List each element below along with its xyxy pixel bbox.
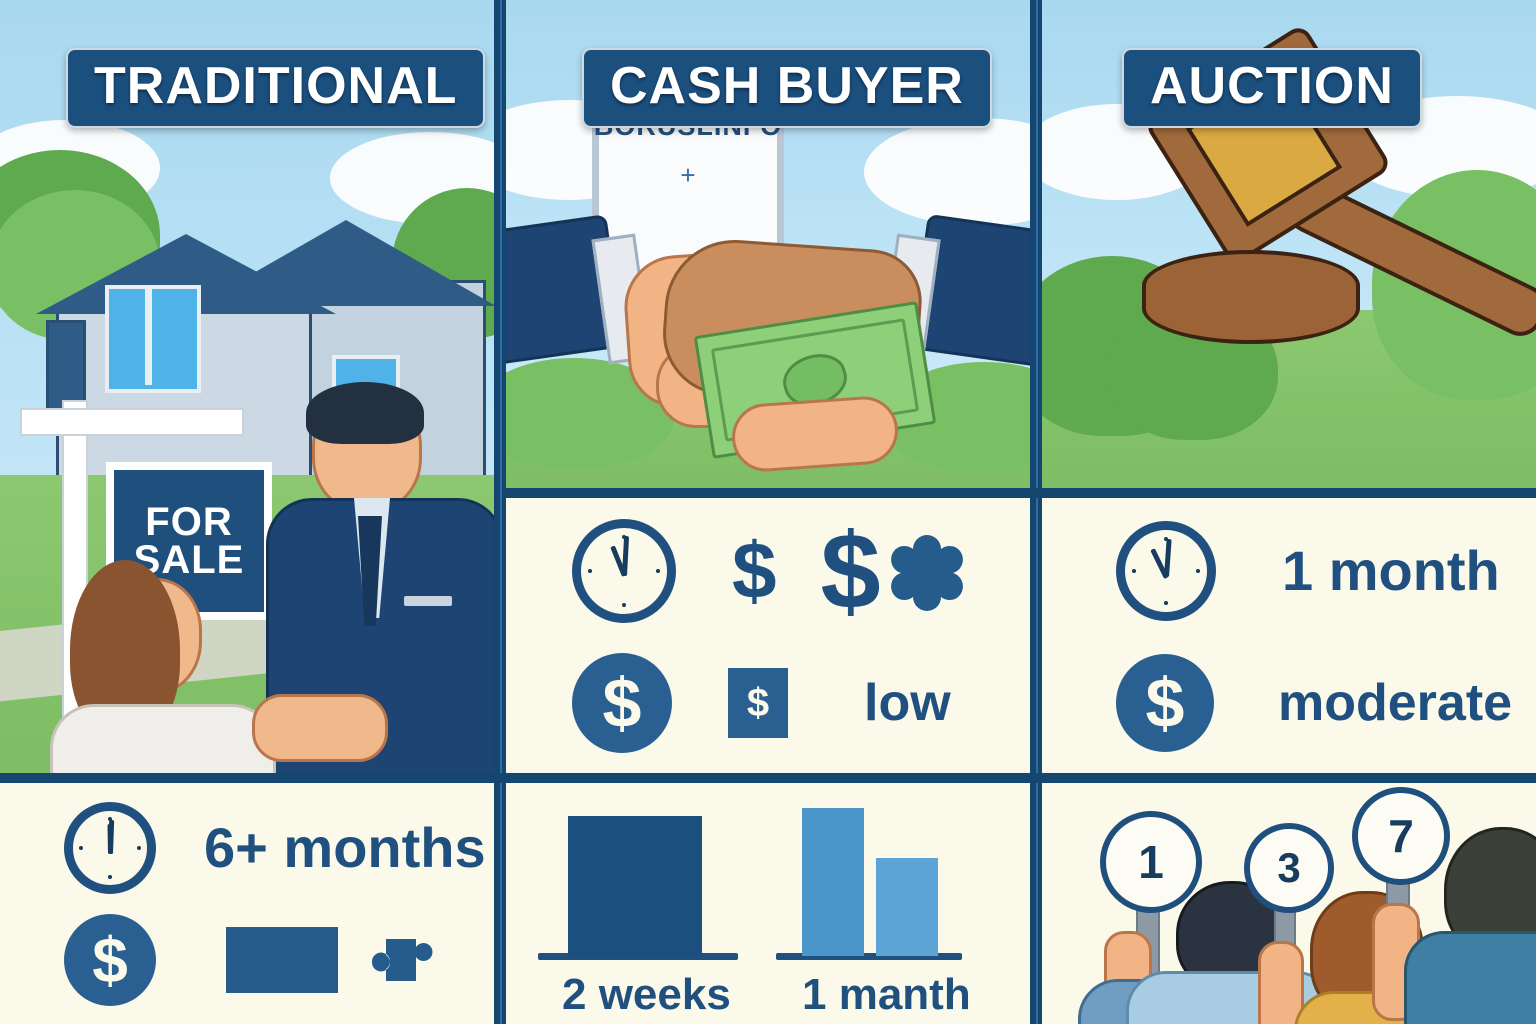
column-header-auction: AUCTION: [1122, 48, 1422, 128]
paddle-number: 3: [1244, 823, 1334, 913]
column-divider-highlight: [500, 0, 502, 1024]
puzzle-piece-icon: [364, 925, 444, 995]
dollar-circle-icon: $: [572, 652, 672, 753]
client-figure: [50, 560, 286, 775]
column-header-traditional-label: TRADITIONAL: [94, 57, 458, 115]
house-window: [105, 285, 201, 393]
agent-hair: [306, 382, 424, 444]
bidder-paddle: 7: [1352, 787, 1450, 969]
bidder-body: [1404, 931, 1536, 1024]
dollar-sign-icon: $: [732, 525, 777, 615]
stat-cost-label: low: [864, 673, 951, 732]
column-divider-highlight: [1036, 0, 1038, 1024]
chart-bar: [568, 816, 702, 956]
panel-auction-stats: 1 month $ moderate: [1042, 498, 1536, 775]
bidder-arm: [1258, 941, 1304, 1024]
dollar-circle-icon: $: [1116, 653, 1214, 752]
blue-rect-icon: [226, 926, 338, 993]
handshake-hands: [252, 694, 388, 762]
for-sale-line-1: FOR: [145, 500, 233, 544]
row-divider: [0, 773, 1536, 783]
clock-icon: [572, 518, 676, 623]
clock-icon: [1116, 520, 1216, 621]
closing-sign-plus: +: [680, 160, 696, 190]
panel-bidders: 1 3 7: [1042, 783, 1536, 1024]
chart-bar-label: 2 weeks: [562, 970, 731, 1019]
column-header-cash-buyer-label: CASH BUYER: [610, 57, 964, 115]
column-header-auction-label: AUCTION: [1150, 57, 1394, 115]
stat-cost-label: moderate: [1278, 673, 1513, 732]
panel-cash-buyer-stats: $ $ $ $ low: [504, 498, 1032, 775]
puzzle-burst-svg: [890, 534, 963, 611]
dollar-circle-icon: $: [64, 913, 156, 1006]
client-blouse: [50, 704, 276, 775]
chart-bar: [802, 808, 864, 956]
sign-crossbar: [20, 408, 244, 436]
clock-icon: [64, 801, 156, 894]
chart-baseline: [776, 953, 962, 960]
left-thumb: [729, 394, 901, 474]
chart-bar: [876, 858, 938, 956]
column-header-cash-buyer: CASH BUYER: [582, 48, 992, 128]
panel-traditional-stats: 6+ months $: [0, 783, 496, 1024]
chart-baseline: [538, 953, 738, 960]
gavel-sound-block: [1142, 250, 1360, 344]
gavel-illustration: [1122, 23, 1536, 444]
paddle-number: 1: [1100, 811, 1202, 913]
panel-traditional-scene: FOR SALE: [0, 0, 496, 775]
puzzle-burst-icon: [885, 529, 969, 613]
dollar-square-icon: $: [728, 667, 788, 738]
window-mullion: [145, 285, 152, 385]
dollar-sign-icon-large: $: [820, 509, 881, 631]
panel-timeline-bar-chart: 2 weeks 1 manth: [504, 783, 1032, 1024]
pocket-square: [404, 596, 452, 606]
paddle-number: 7: [1352, 787, 1450, 885]
stat-timeline-label: 6+ months: [204, 815, 486, 879]
column-header-traditional: TRADITIONAL: [66, 48, 486, 128]
stat-timeline-label: 1 month: [1282, 538, 1500, 602]
bar-chart: 2 weeks 1 manth: [504, 783, 1032, 1024]
chart-bar-label: 1 manth: [802, 970, 971, 1019]
puzzle-piece-svg: [372, 938, 433, 981]
row-divider: [504, 488, 1536, 498]
